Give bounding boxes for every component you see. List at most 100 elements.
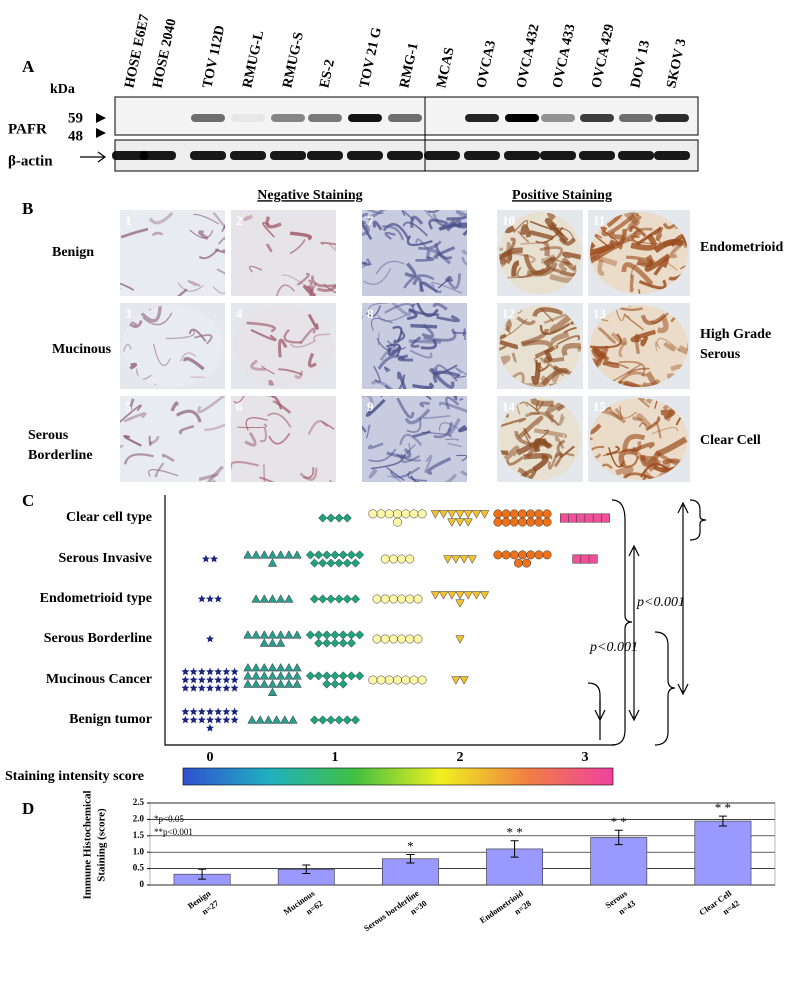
tissue-stroke (206, 465, 224, 482)
tissue-stroke (120, 227, 149, 239)
symbol (251, 594, 261, 603)
symbol (447, 518, 457, 527)
symbol (584, 513, 594, 523)
symbol (430, 591, 441, 600)
symbol (493, 517, 503, 527)
lane-label: HOSE E6E7 (122, 13, 152, 90)
tissue-stroke (188, 328, 207, 342)
histology-image: 3 (120, 303, 225, 389)
symbol (276, 671, 286, 680)
symbol (518, 550, 527, 560)
tissue-stroke (462, 328, 466, 340)
tissue-stroke (370, 453, 403, 470)
tissue-stroke (461, 256, 467, 266)
tissue-stroke (543, 256, 556, 268)
band-arrows (96, 113, 106, 138)
actin-band (307, 151, 343, 160)
symbol (197, 594, 206, 603)
symbol (463, 518, 473, 527)
tissue-stroke (289, 339, 317, 348)
symbol (338, 671, 348, 681)
symbol (526, 509, 536, 519)
tissue-stroke (535, 359, 550, 372)
tissue-stroke (382, 225, 404, 241)
symbol (251, 662, 261, 672)
symbol (263, 715, 274, 724)
symbol (251, 630, 261, 639)
symbol (355, 550, 365, 560)
symbol (206, 667, 214, 676)
tissue-stroke (533, 356, 545, 371)
tissue-stroke (638, 279, 667, 290)
tissue-stroke (289, 231, 313, 241)
symbol (267, 687, 278, 696)
symbol (206, 724, 214, 732)
tissue-stroke (400, 453, 421, 462)
tissue-stroke (499, 339, 519, 350)
pafr-band (191, 114, 225, 122)
tissue-stroke (529, 220, 554, 230)
symbol (288, 715, 298, 724)
actin-label: β-actin (8, 153, 53, 169)
symbol (318, 513, 328, 523)
row-label: Mucinous (52, 342, 112, 357)
tissue-stroke (377, 354, 406, 370)
panel-label: D (22, 799, 34, 818)
symbol (326, 594, 336, 604)
tissue-stroke (123, 435, 142, 447)
symbol (197, 707, 206, 716)
histology-image: 12 (497, 303, 583, 389)
symbol (309, 558, 320, 568)
symbol (372, 594, 382, 604)
tissue-stroke (537, 429, 549, 442)
tissue-stroke (636, 413, 653, 430)
symbol (214, 667, 223, 676)
bar (694, 820, 752, 886)
tissue-stroke (447, 417, 461, 436)
symbol (576, 513, 586, 523)
tissue-stroke (558, 237, 576, 246)
tissue-stroke (401, 444, 416, 459)
tissue-stroke (622, 433, 646, 452)
image-number: 7 (367, 213, 374, 228)
tissue-stroke (615, 466, 634, 478)
tissue-stroke (362, 212, 369, 225)
tissue (120, 210, 225, 296)
symbol (393, 509, 402, 519)
tissue-stroke (266, 243, 273, 253)
tissue-stroke (590, 436, 594, 442)
tissue-stroke (645, 371, 662, 387)
tissue-stroke (154, 462, 165, 478)
lane-label: TOV 112D (200, 24, 228, 89)
bracket (654, 631, 676, 746)
symbol (181, 707, 190, 716)
symbol (513, 558, 523, 568)
tissue-stroke (410, 475, 419, 482)
y-tick-label: 2.5 (133, 797, 145, 807)
tissue-stroke (651, 426, 679, 435)
pos-heading: Positive Staining (512, 188, 612, 203)
tissue-stroke (436, 314, 460, 323)
tissue-stroke (656, 337, 681, 352)
tissue-stroke (511, 260, 520, 277)
lane-label: ES-2 (317, 58, 338, 89)
tissue-stroke (602, 362, 630, 370)
tissue-bg (122, 305, 223, 387)
symbol (518, 517, 527, 527)
tissue-stroke (332, 330, 334, 342)
tissue-stroke (182, 357, 205, 371)
tissue-stroke (657, 317, 669, 334)
symbol (267, 671, 278, 680)
actin-band (504, 151, 540, 160)
tissue-stroke (410, 303, 416, 308)
symbol (334, 594, 344, 604)
symbol (542, 550, 552, 560)
symbol (330, 550, 340, 560)
tissue-stroke (176, 288, 188, 296)
tissue (362, 396, 467, 482)
actin-band (190, 151, 226, 160)
tissue-stroke (655, 226, 664, 241)
y-tick-label: 1.5 (133, 830, 145, 840)
tissue-stroke (622, 472, 654, 480)
tissue-stroke (362, 221, 373, 240)
